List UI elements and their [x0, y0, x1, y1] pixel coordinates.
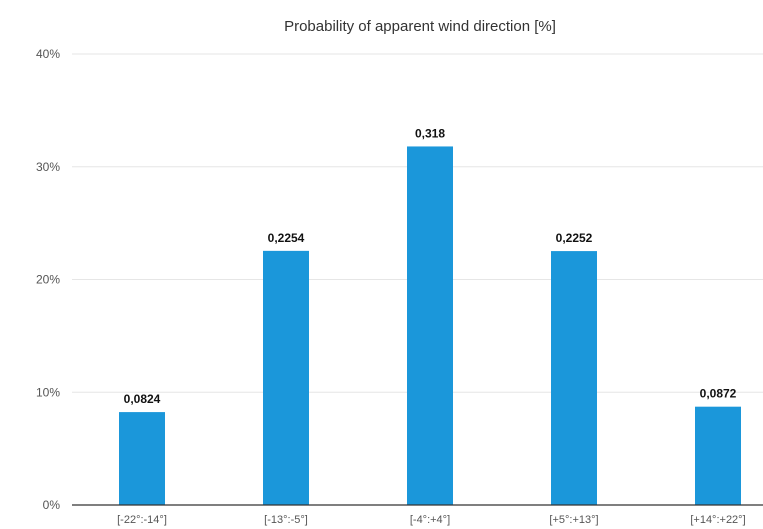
- x-tick-label: [-13°:-5°]: [264, 514, 308, 526]
- chart-title: Probability of apparent wind direction […: [284, 18, 556, 35]
- bar: [695, 406, 741, 505]
- data-labels: 0,0824 0,2254 0,318 0,2252 0,0872: [124, 126, 737, 406]
- y-axis-ticks: 0% 10% 20% 30% 40%: [36, 47, 60, 512]
- y-tick-label: 40%: [36, 47, 60, 61]
- data-label: 0,0824: [124, 392, 161, 406]
- data-label: 0,0872: [700, 387, 737, 401]
- data-label: 0,318: [415, 126, 445, 140]
- x-tick-label: [+14°:+22°]: [690, 514, 745, 526]
- bar: [551, 251, 597, 505]
- bar: [119, 412, 165, 505]
- bars: [119, 146, 741, 505]
- x-axis-ticks: [-22°:-14°] [-13°:-5°] [-4°:+4°] [+5°:+13°]…: [117, 514, 746, 526]
- y-tick-label: 0%: [43, 498, 61, 512]
- x-tick-label: [+5°:+13°]: [549, 514, 598, 526]
- x-tick-label: [-22°:-14°]: [117, 514, 167, 526]
- y-tick-label: 10%: [36, 385, 60, 399]
- bar: [407, 146, 453, 505]
- data-label: 0,2254: [268, 231, 305, 245]
- y-tick-label: 30%: [36, 160, 60, 174]
- y-tick-label: 20%: [36, 273, 60, 287]
- x-tick-label: [-4°:+4°]: [410, 514, 450, 526]
- data-label: 0,2252: [556, 231, 593, 245]
- bar: [263, 250, 309, 505]
